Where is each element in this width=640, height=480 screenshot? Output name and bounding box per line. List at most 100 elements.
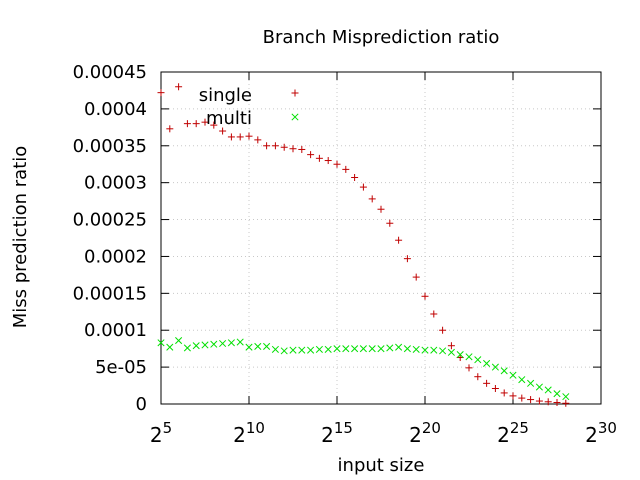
point-single bbox=[368, 195, 376, 203]
point-multi bbox=[421, 346, 429, 354]
x-tick-label: 210 bbox=[233, 419, 265, 447]
point-multi bbox=[210, 340, 218, 348]
point-single bbox=[315, 154, 323, 162]
x-tick-label: 215 bbox=[321, 419, 353, 447]
point-multi bbox=[298, 346, 306, 354]
point-multi bbox=[175, 336, 183, 345]
point-single bbox=[298, 145, 306, 153]
point-multi bbox=[368, 345, 376, 353]
point-multi bbox=[395, 343, 403, 351]
point-multi bbox=[535, 383, 543, 391]
point-multi bbox=[439, 347, 447, 355]
point-single bbox=[236, 133, 244, 141]
point-single bbox=[483, 379, 491, 387]
plot-frame bbox=[160, 71, 602, 405]
point-multi bbox=[166, 343, 174, 351]
point-single bbox=[166, 125, 174, 133]
x-tick-label: 220 bbox=[409, 419, 441, 447]
point-single bbox=[395, 236, 403, 244]
point-multi bbox=[544, 386, 552, 394]
point-single bbox=[439, 326, 447, 334]
point-multi bbox=[227, 339, 235, 347]
point-single bbox=[175, 83, 183, 91]
chart-title: Branch Misprediction ratio bbox=[263, 27, 500, 48]
point-single bbox=[254, 136, 262, 144]
point-multi bbox=[518, 376, 526, 384]
point-multi bbox=[245, 343, 253, 351]
point-multi bbox=[500, 367, 508, 375]
point-single bbox=[263, 142, 271, 150]
data-points bbox=[157, 83, 570, 407]
x-axis-label: input size bbox=[338, 455, 425, 476]
legend-marker-multi bbox=[291, 113, 299, 121]
point-multi bbox=[315, 345, 323, 353]
point-single bbox=[544, 398, 552, 406]
point-single bbox=[157, 89, 165, 97]
point-single bbox=[386, 219, 394, 227]
x-tick-label: 25 bbox=[150, 419, 172, 447]
y-tick-label: 0.0001 bbox=[84, 320, 147, 341]
y-tick-label: 0.00025 bbox=[73, 210, 147, 231]
point-multi bbox=[456, 351, 464, 359]
y-tick-label: 5e-05 bbox=[95, 357, 147, 378]
point-single bbox=[333, 160, 341, 168]
point-multi bbox=[491, 363, 499, 371]
point-single bbox=[509, 392, 517, 400]
point-single bbox=[280, 143, 288, 151]
y-tick-label: 0.00035 bbox=[73, 136, 147, 157]
point-single bbox=[192, 120, 200, 128]
tick-marks bbox=[160, 71, 602, 405]
y-tick-label: 0 bbox=[136, 394, 147, 415]
point-multi bbox=[474, 356, 482, 364]
point-single bbox=[527, 396, 535, 404]
point-multi bbox=[562, 393, 570, 401]
point-single bbox=[412, 273, 420, 281]
point-multi bbox=[386, 344, 394, 352]
point-single bbox=[518, 394, 526, 402]
point-single bbox=[351, 174, 359, 182]
point-single bbox=[219, 127, 227, 135]
point-single bbox=[377, 205, 385, 213]
point-single bbox=[289, 145, 297, 153]
point-single bbox=[474, 373, 482, 381]
y-axis-label: Miss prediction ratio bbox=[10, 146, 31, 329]
point-single bbox=[553, 399, 561, 407]
point-multi bbox=[280, 347, 288, 355]
point-multi bbox=[412, 345, 420, 353]
point-multi bbox=[271, 345, 279, 353]
point-single bbox=[359, 183, 367, 191]
y-tick-label: 0.0002 bbox=[84, 246, 147, 267]
point-multi bbox=[483, 359, 491, 367]
point-multi bbox=[509, 371, 517, 379]
point-single bbox=[201, 118, 209, 126]
point-single bbox=[447, 342, 455, 350]
point-single bbox=[183, 120, 191, 128]
point-multi bbox=[307, 346, 315, 354]
y-tick-label: 0.0004 bbox=[84, 99, 147, 120]
point-multi bbox=[263, 342, 271, 351]
point-multi bbox=[289, 346, 297, 354]
point-single bbox=[245, 132, 253, 140]
point-multi bbox=[183, 344, 191, 352]
point-multi bbox=[351, 345, 359, 353]
point-multi bbox=[324, 345, 332, 353]
point-single bbox=[421, 292, 429, 300]
point-single bbox=[562, 399, 570, 407]
point-multi bbox=[447, 348, 455, 356]
y-tick-label: 0.0003 bbox=[84, 173, 147, 194]
point-multi bbox=[527, 379, 535, 387]
point-multi bbox=[403, 345, 411, 353]
point-single bbox=[465, 364, 473, 372]
point-single bbox=[324, 157, 332, 165]
series-single bbox=[157, 83, 570, 407]
point-single bbox=[430, 310, 438, 318]
point-multi bbox=[157, 339, 165, 347]
point-multi bbox=[377, 345, 385, 353]
series-multi bbox=[157, 336, 570, 401]
legend-label-single: single bbox=[199, 85, 252, 106]
point-multi bbox=[254, 342, 262, 351]
point-multi bbox=[430, 346, 438, 354]
point-single bbox=[271, 142, 279, 150]
